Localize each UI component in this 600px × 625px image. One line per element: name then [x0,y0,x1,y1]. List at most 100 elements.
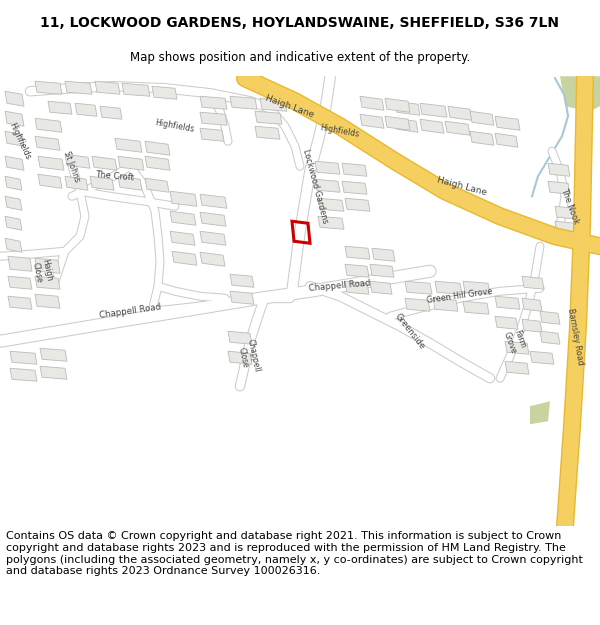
Polygon shape [95,81,120,94]
Polygon shape [345,281,369,294]
Polygon shape [260,98,287,111]
Polygon shape [200,253,225,266]
Polygon shape [463,301,489,314]
Polygon shape [395,118,418,132]
Polygon shape [115,138,142,152]
Polygon shape [35,294,60,308]
Polygon shape [505,341,529,354]
Polygon shape [530,401,550,424]
Polygon shape [90,176,114,190]
Polygon shape [360,114,384,128]
Polygon shape [118,176,142,190]
Text: Farm
Grove: Farm Grove [502,328,528,355]
Polygon shape [5,238,22,252]
Polygon shape [152,86,177,99]
Polygon shape [230,291,254,304]
Polygon shape [495,316,518,329]
Polygon shape [40,366,67,379]
Polygon shape [10,368,37,381]
Polygon shape [35,81,62,94]
Polygon shape [65,154,90,168]
Polygon shape [385,98,410,112]
Polygon shape [560,76,600,111]
Polygon shape [448,106,472,120]
Text: Contains OS data © Crown copyright and database right 2021. This information is : Contains OS data © Crown copyright and d… [6,531,583,576]
Polygon shape [548,181,570,194]
Polygon shape [522,319,542,332]
Polygon shape [172,251,197,265]
Polygon shape [370,264,394,278]
Polygon shape [118,156,144,170]
Polygon shape [35,258,60,273]
Polygon shape [522,298,542,311]
Polygon shape [145,156,170,170]
Polygon shape [345,264,369,278]
Polygon shape [463,281,490,294]
Polygon shape [495,133,518,148]
Polygon shape [555,206,577,219]
Text: Haigh
Close: Haigh Close [30,258,54,284]
Text: Chappell Road: Chappell Road [98,302,161,320]
Polygon shape [315,179,340,192]
Polygon shape [405,298,430,311]
Polygon shape [145,141,170,155]
Polygon shape [145,178,169,192]
Polygon shape [230,274,254,288]
Polygon shape [342,163,367,176]
Polygon shape [345,198,370,211]
Polygon shape [35,136,60,150]
Polygon shape [200,231,226,245]
Polygon shape [38,156,64,170]
Polygon shape [255,111,282,124]
Polygon shape [170,231,195,245]
Polygon shape [5,176,22,190]
Polygon shape [530,351,554,364]
Polygon shape [5,216,22,230]
Text: Green Hill Grove: Green Hill Grove [427,287,493,306]
Polygon shape [5,131,24,146]
Polygon shape [8,276,32,289]
Polygon shape [505,361,529,374]
Polygon shape [420,103,447,118]
Text: 11, LOCKWOOD GARDENS, HOYLANDSWAINE, SHEFFIELD, S36 7LN: 11, LOCKWOOD GARDENS, HOYLANDSWAINE, SHE… [41,16,560,30]
Polygon shape [548,163,570,176]
Polygon shape [10,351,37,364]
Polygon shape [435,281,462,294]
Polygon shape [35,118,62,132]
Polygon shape [495,116,520,130]
Polygon shape [445,121,470,135]
Polygon shape [522,276,544,289]
Polygon shape [405,281,432,294]
Polygon shape [48,101,72,114]
Polygon shape [122,83,150,96]
Polygon shape [370,281,392,294]
Text: Chappell
Close: Chappell Close [235,338,261,375]
Polygon shape [200,213,226,226]
Polygon shape [555,221,577,234]
Polygon shape [318,216,344,229]
Polygon shape [228,351,252,364]
Text: St Johns: St Johns [62,149,82,183]
Text: Highfields: Highfields [155,118,196,134]
Polygon shape [200,128,224,141]
Polygon shape [5,91,24,106]
Text: Greenside: Greenside [393,311,427,351]
Polygon shape [540,311,560,324]
Polygon shape [495,296,520,309]
Polygon shape [385,116,410,130]
Text: Map shows position and indicative extent of the property.: Map shows position and indicative extent… [130,51,470,64]
Polygon shape [5,111,24,126]
Polygon shape [318,198,344,211]
Polygon shape [315,161,340,174]
Polygon shape [345,246,370,259]
Text: Barnsley Road: Barnsley Road [566,307,584,366]
Text: The Croft: The Croft [95,170,134,182]
Polygon shape [170,191,197,206]
Polygon shape [200,194,227,208]
Polygon shape [35,276,60,289]
Polygon shape [372,248,395,261]
Polygon shape [8,296,32,309]
Polygon shape [470,111,494,125]
Polygon shape [100,106,122,119]
Polygon shape [420,119,444,133]
